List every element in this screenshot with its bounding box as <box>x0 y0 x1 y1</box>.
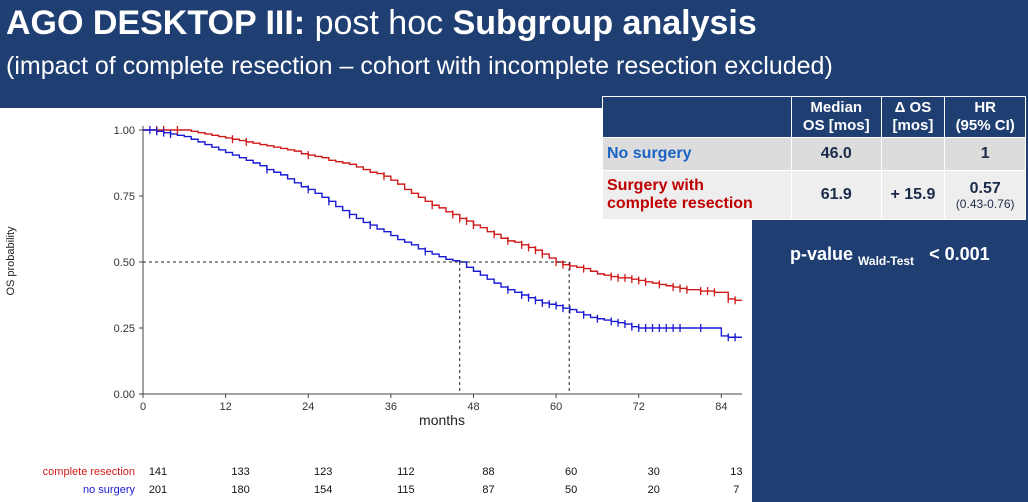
header-hr-line1: HR <box>974 99 996 116</box>
table-row-no-surgery: No surgery 46.0 1 <box>602 137 1026 171</box>
risk-count: 112 <box>397 466 415 478</box>
risk-count: 123 <box>314 466 333 478</box>
median-lines <box>143 261 570 394</box>
title-bar: AGO DESKTOP III: post hoc Subgroup analy… <box>0 0 1028 108</box>
summary-header-row: Median OS [mos] Δ OS [mos] HR (95% CI) <box>602 96 1026 138</box>
table-row-complete-resection: Surgery with complete resection 61.9 + 1… <box>602 170 1026 220</box>
y-tick-label: 1.00 <box>114 125 135 137</box>
slide-subtitle: (impact of complete resection – cohort w… <box>6 52 833 80</box>
p-value-test: Wald-Test <box>858 254 915 268</box>
km-plot: 0 12 24 36 48 60 72 84 0.00 0.25 0.50 0.75 1.00 mont… <box>5 125 742 428</box>
row-label-line1: Surgery with <box>607 177 704 194</box>
header-delta-os: Δ OS [mos] <box>880 96 946 138</box>
risk-count: 133 <box>231 466 250 478</box>
km-curve-no-surgery <box>143 129 742 338</box>
risk-count: 20 <box>647 484 660 496</box>
title-bold-part-2: Subgroup analysis <box>452 4 757 42</box>
risk-count: 180 <box>231 484 250 496</box>
median-complete-resection: 61.9 <box>791 170 882 220</box>
median-no-surgery: 46.0 <box>791 137 882 171</box>
header-hr-line2: (95% CI) <box>955 117 1015 134</box>
hr-ci: (0.43-0.76) <box>955 196 1015 211</box>
header-delta-line2: [mos] <box>892 117 934 134</box>
x-tick-label: 48 <box>467 401 479 413</box>
header-median-line1: Median <box>810 99 863 116</box>
risk-row-label: no surgery <box>83 484 135 496</box>
header-delta-line1: Δ OS <box>894 99 932 116</box>
x-axis-label: months <box>419 412 465 428</box>
p-value-label: p-value <box>790 244 854 264</box>
row-label-no-surgery: No surgery <box>602 137 792 171</box>
risk-row-label: complete resection <box>42 466 135 478</box>
risk-count: 115 <box>397 484 415 496</box>
row-label-complete-resection: Surgery with complete resection <box>602 170 792 220</box>
x-tick-label: 36 <box>385 401 397 413</box>
hr-complete-resection: 0.57 (0.43-0.76) <box>944 170 1026 220</box>
risk-count: 88 <box>482 466 495 478</box>
delta-complete-resection: + 15.9 <box>880 170 946 220</box>
slide-title: AGO DESKTOP III: post hoc Subgroup analy… <box>6 4 757 43</box>
delta-no-surgery <box>880 137 946 171</box>
risk-count: 7 <box>733 484 740 496</box>
risk-count: 87 <box>482 484 495 496</box>
hr-value: 0.57 <box>969 179 1001 197</box>
risk-count: 154 <box>314 484 333 496</box>
y-tick-label: 0.50 <box>114 257 135 269</box>
x-tick-label: 84 <box>715 401 727 413</box>
header-median-line2: OS [mos] <box>802 117 870 134</box>
plot-axes: 0 12 24 36 48 60 72 84 0.00 0.25 0.50 0.75 1.00 <box>114 125 742 413</box>
x-tick-label: 60 <box>550 401 562 413</box>
risk-count: 13 <box>730 466 743 478</box>
y-axis-label: OS probability <box>5 226 17 296</box>
risk-count: 201 <box>148 484 168 496</box>
p-value-number: < 0.001 <box>929 244 990 264</box>
p-value: p-value Wald-Test < 0.001 <box>790 244 990 268</box>
header-median-os: Median OS [mos] <box>791 96 882 138</box>
title-bold-part: AGO DESKTOP III: <box>6 4 306 42</box>
risk-count: 141 <box>148 466 168 478</box>
km-curve-complete-resection <box>143 129 742 301</box>
y-tick-label: 0.25 <box>114 323 135 335</box>
summary-table: Median OS [mos] Δ OS [mos] HR (95% CI) N… <box>602 96 1026 220</box>
hr-no-surgery: 1 <box>944 137 1026 171</box>
risk-count: 60 <box>564 466 578 478</box>
risk-count: 50 <box>564 484 578 496</box>
y-tick-label: 0.75 <box>114 191 135 203</box>
x-tick-label: 0 <box>140 401 146 413</box>
x-tick-label: 24 <box>302 401 314 413</box>
header-blank <box>602 96 792 138</box>
title-light-part: post hoc <box>314 4 444 42</box>
survival-curves <box>143 129 742 338</box>
header-hr: HR (95% CI) <box>944 96 1026 138</box>
x-tick-label: 72 <box>633 401 645 413</box>
censor-marks <box>149 126 736 342</box>
row-label-line2: complete resection <box>607 195 753 212</box>
y-tick-label: 0.00 <box>114 389 135 401</box>
x-tick-label: 12 <box>219 401 231 413</box>
risk-count: 30 <box>647 466 660 478</box>
